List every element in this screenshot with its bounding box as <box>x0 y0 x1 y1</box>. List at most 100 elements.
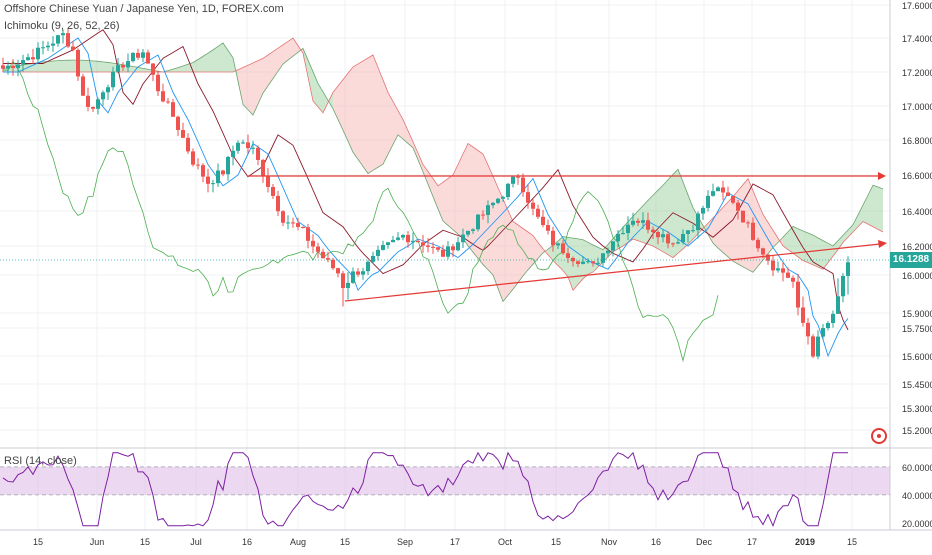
candle-body <box>526 192 530 203</box>
ichimoku-cloud-segment <box>273 48 278 79</box>
candle-body <box>91 106 95 109</box>
candle-body <box>156 74 160 92</box>
candle-body <box>606 250 610 254</box>
ichimoku-cloud-segment <box>643 200 648 245</box>
ichimoku-cloud-segment <box>258 58 263 105</box>
candle-body <box>706 195 710 208</box>
candle-body <box>256 147 260 160</box>
candle-body <box>551 230 555 246</box>
ichimoku-cloud-segment <box>413 141 418 160</box>
price-tick-label: 16.2000 <box>902 242 932 252</box>
candle-body <box>566 253 570 258</box>
candle-body <box>136 52 140 58</box>
candle-body <box>836 296 840 314</box>
ichimoku-cloud-segment <box>48 60 53 72</box>
ichimoku-cloud-segment <box>223 42 228 72</box>
ichimoku-cloud-segment <box>568 237 573 291</box>
candle-body <box>236 142 240 151</box>
candle-body <box>731 195 735 203</box>
candle-body <box>501 197 505 199</box>
time-tick-label: Oct <box>498 537 513 547</box>
ichimoku-cloud-segment <box>378 67 383 168</box>
candle-body <box>761 248 765 255</box>
candle-body <box>666 234 670 244</box>
time-tick-label: 16 <box>242 537 252 547</box>
ichimoku-cloud-segment <box>663 179 668 255</box>
candle-body <box>776 268 780 271</box>
candle-body <box>411 240 415 243</box>
ichimoku-cloud-segment <box>828 243 833 263</box>
ichimoku-cloud-segment <box>103 61 108 72</box>
ichimoku-cloud-segment <box>83 60 88 72</box>
ichimoku-cloud-segment <box>658 185 663 252</box>
ichimoku-cloud-segment <box>348 66 353 153</box>
time-tick-label: Jul <box>190 537 202 547</box>
ichimoku-cloud-segment <box>868 185 873 227</box>
symbol-title: Offshore Chinese Yuan / Japanese Yen, 1D… <box>4 3 284 15</box>
ichimoku-cloud-segment <box>278 44 283 72</box>
ichimoku-cloud-segment <box>288 38 293 61</box>
candle-body <box>516 176 520 178</box>
ichimoku-cloud-segment <box>478 150 483 265</box>
candle-body <box>686 230 690 234</box>
candle-body <box>216 170 220 184</box>
candle-body <box>321 251 325 259</box>
candle-body <box>271 186 275 196</box>
ichimoku-cloud-segment <box>308 60 313 101</box>
candle-body <box>816 336 820 357</box>
arrow-head <box>878 172 886 180</box>
time-tick-label: 16 <box>651 537 661 547</box>
trend-arrow-line <box>344 243 881 302</box>
ichimoku-cloud-segment <box>58 60 63 72</box>
target-icon[interactable] <box>871 428 887 444</box>
ichimoku-cloud-segment <box>213 46 218 72</box>
candle-body <box>301 226 305 228</box>
ichimoku-cloud-segment <box>363 57 368 174</box>
ichimoku-cloud-segment <box>338 79 343 131</box>
time-tick-label: Nov <box>601 537 618 547</box>
time-tick-label: 2019 <box>795 537 815 547</box>
ichimoku-cloud-segment <box>678 169 683 254</box>
ichimoku-cloud-segment <box>183 64 188 72</box>
time-tick-label: Aug <box>290 537 306 547</box>
ichimoku-cloud-segment <box>448 175 453 230</box>
candle-body <box>401 234 405 238</box>
ichimoku-cloud-segment <box>433 178 438 209</box>
candle-body <box>796 281 800 308</box>
price-tick-label: 17.4000 <box>902 34 932 44</box>
candle-body <box>436 247 440 250</box>
price-tick-label: 17.0000 <box>902 102 932 112</box>
ichimoku-cloud-segment <box>753 190 758 273</box>
ichimoku-cloud-segment <box>648 195 653 246</box>
candle-body <box>781 268 785 273</box>
candle-body <box>641 220 645 223</box>
ichimoku-cloud-segment <box>43 61 48 72</box>
candle-body <box>366 261 370 272</box>
ichimoku-cloud-segment <box>578 238 583 285</box>
candle-body <box>111 71 115 88</box>
candle-body <box>376 249 380 256</box>
ichimoku-cloud-segment <box>588 242 593 275</box>
candle-body <box>841 275 845 297</box>
candle-body <box>806 322 810 337</box>
candle-body <box>171 102 175 117</box>
candle-body <box>441 249 445 257</box>
candle-body <box>596 262 600 264</box>
price-tick-label: 15.4500 <box>902 380 932 390</box>
candle-body <box>556 243 560 246</box>
price-tick-label: 16.4000 <box>902 207 932 217</box>
candle-body <box>611 241 615 251</box>
ichimoku-cloud-segment <box>823 240 828 270</box>
ichimoku-cloud-segment <box>443 178 448 226</box>
ichimoku-cloud-segment <box>768 222 773 254</box>
ichimoku-cloud-segment <box>248 62 253 116</box>
ichimoku-cloud-segment <box>713 212 718 249</box>
candle-body <box>191 151 195 165</box>
candle-body <box>461 234 465 243</box>
candle-body <box>291 222 295 224</box>
rsi-tick-label: 60.0000 <box>902 463 932 473</box>
candle-body <box>351 271 355 283</box>
candle-body <box>721 187 725 193</box>
